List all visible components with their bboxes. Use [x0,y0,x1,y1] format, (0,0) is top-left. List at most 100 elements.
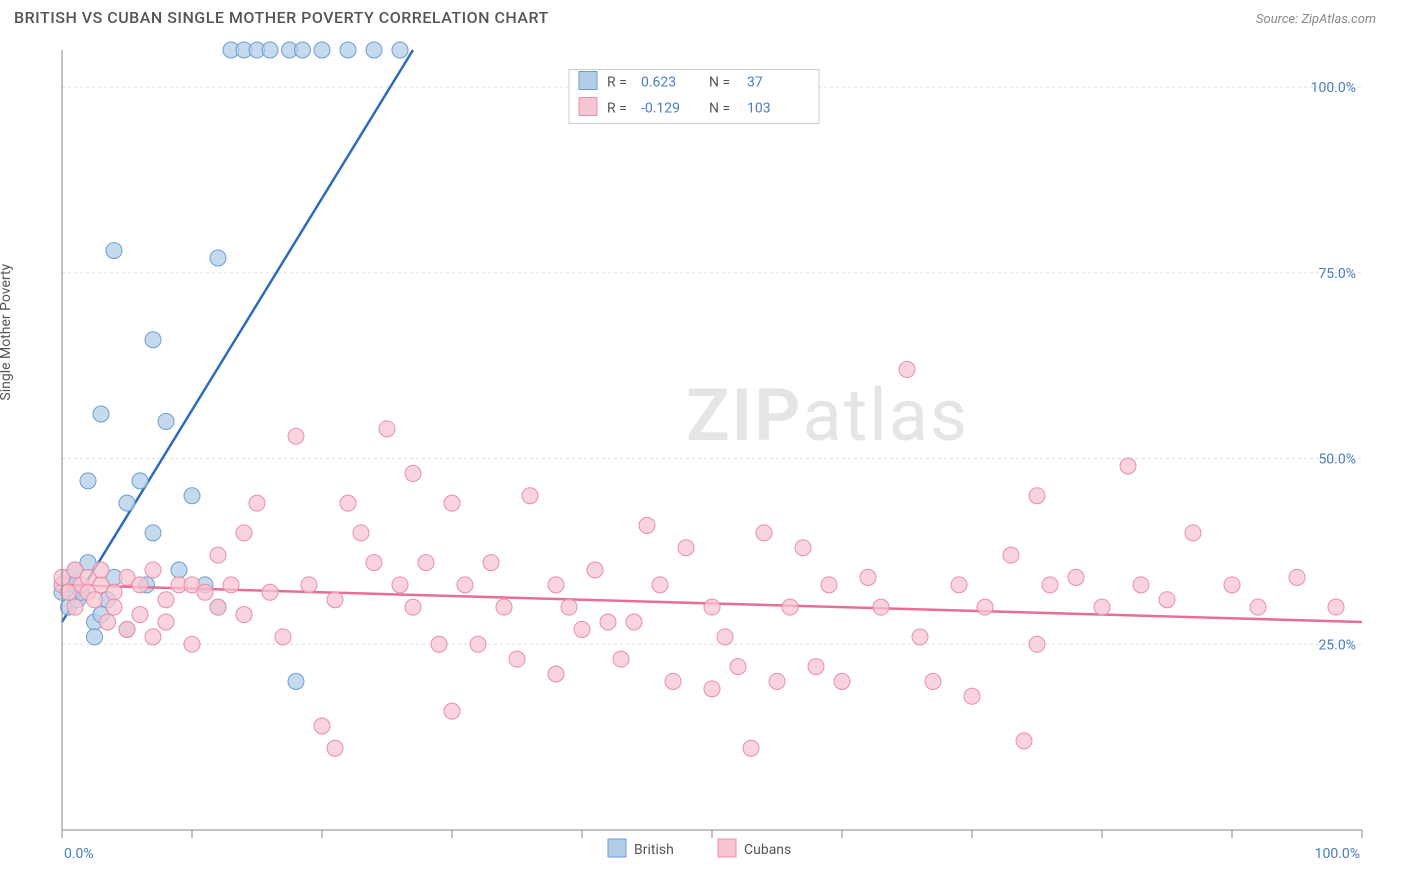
data-point [483,555,499,571]
data-point [509,651,525,667]
legend-r-value: -0.129 [641,101,680,117]
data-point [392,577,408,593]
data-point [262,584,278,600]
data-point [951,577,967,593]
data-point [353,525,369,541]
data-point [769,673,785,689]
data-point [379,421,395,437]
data-point [587,562,603,578]
data-point [405,465,421,481]
legend-swatch [579,72,597,90]
data-point [262,42,278,58]
data-point [132,577,148,593]
data-point [899,361,915,377]
data-point [977,599,993,615]
data-point [1185,525,1201,541]
chart-area: Single Mother Poverty 25.0%50.0%75.0%100… [14,40,1392,882]
data-point [327,592,343,608]
data-point [106,243,122,259]
scatter-chart: 25.0%50.0%75.0%100.0%ZIPatlas0.0%100.0%R… [14,40,1392,882]
data-point [639,517,655,533]
data-point [548,666,564,682]
data-point [704,599,720,615]
data-point [366,42,382,58]
y-tick-label: 100.0% [1311,80,1356,96]
source-name: ZipAtlas.com [1301,12,1376,27]
data-point [93,562,109,578]
data-point [236,607,252,623]
data-point [1224,577,1240,593]
data-point [1289,569,1305,585]
data-point [1042,577,1058,593]
y-axis-label: Single Mother Poverty [0,264,14,401]
data-point [210,599,226,615]
data-point [314,42,330,58]
data-point [1068,569,1084,585]
data-point [158,413,174,429]
data-point [132,607,148,623]
y-tick-label: 75.0% [1318,266,1356,282]
legend-swatch [608,839,626,857]
legend-label: British [634,842,674,858]
data-point [106,584,122,600]
data-point [1120,458,1136,474]
data-point [1016,733,1032,749]
data-point [457,577,473,593]
data-point [80,473,96,489]
data-point [626,614,642,630]
data-point [1250,599,1266,615]
watermark: ZIPatlas [686,373,969,458]
legend-n-label: N = [709,101,730,117]
data-point [678,540,694,556]
legend-r-value: 0.623 [641,75,676,91]
data-point [119,621,135,637]
legend-r-label: R = [607,101,627,117]
data-point [444,703,460,719]
data-point [756,525,772,541]
data-point [418,555,434,571]
data-point [795,540,811,556]
data-point [223,577,239,593]
data-point [834,673,850,689]
source-label: Source: [1256,12,1301,27]
data-point [158,592,174,608]
data-point [730,659,746,675]
chart-title: BRITISH VS CUBAN SINGLE MOTHER POVERTY C… [14,8,549,27]
data-point [210,547,226,563]
data-point [210,250,226,266]
data-point [327,740,343,756]
data-point [288,428,304,444]
data-point [743,740,759,756]
data-point [119,495,135,511]
data-point [184,636,200,652]
data-point [184,488,200,504]
data-point [314,718,330,734]
data-point [145,525,161,541]
data-point [1094,599,1110,615]
data-point [1328,599,1344,615]
legend-n-label: N = [709,75,730,91]
x-tick-label: 0.0% [64,846,94,862]
data-point [1133,577,1149,593]
data-point [295,42,311,58]
data-point [808,659,824,675]
data-point [470,636,486,652]
data-point [288,673,304,689]
data-point [717,629,733,645]
data-point [925,673,941,689]
data-point [87,592,103,608]
data-point [100,614,116,630]
data-point [964,688,980,704]
data-point [561,599,577,615]
data-point [67,599,83,615]
data-point [340,495,356,511]
data-point [145,332,161,348]
data-point [548,577,564,593]
legend-n-value: 103 [747,101,771,117]
data-point [275,629,291,645]
data-point [132,473,148,489]
legend-n-value: 37 [747,75,763,91]
data-point [1029,488,1045,504]
data-point [392,42,408,58]
data-point [1029,636,1045,652]
